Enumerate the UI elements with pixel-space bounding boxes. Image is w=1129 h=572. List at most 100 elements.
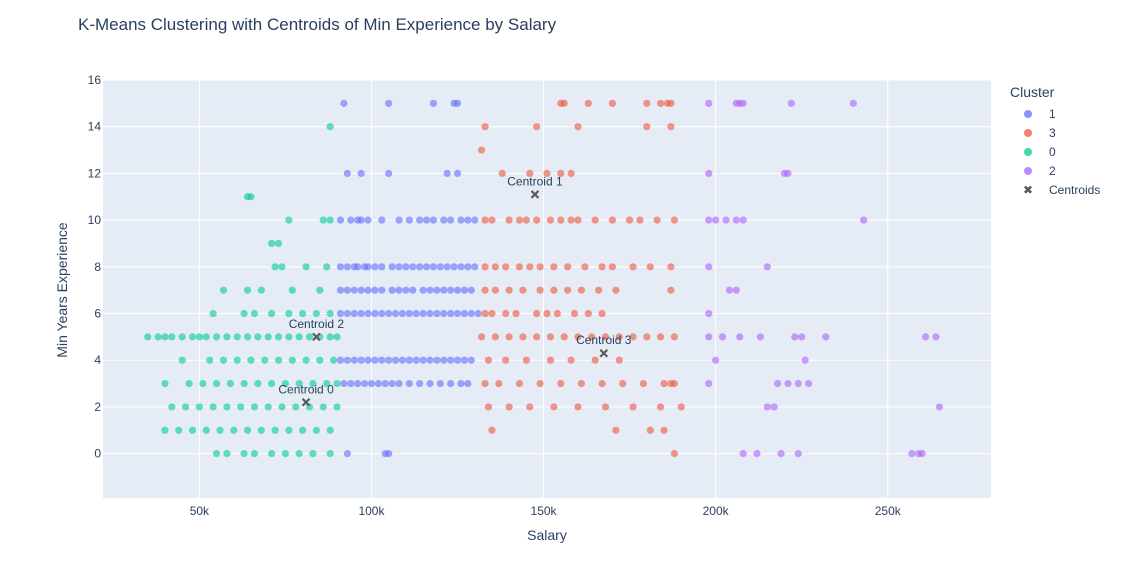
legend-item[interactable]: 3 [1020,123,1100,142]
data-point [354,379,362,388]
data-point [732,216,740,224]
data-point [402,286,410,294]
data-point [333,379,341,388]
data-point [268,309,276,318]
data-point [533,216,541,224]
data-point [212,450,221,458]
data-point [385,309,393,318]
centroid-marker: Centroid 2 [289,317,344,342]
data-point [388,263,396,271]
data-point [426,286,434,294]
legend-item[interactable]: 1 [1020,104,1100,123]
data-point [560,99,568,107]
data-point [323,379,331,388]
data-point [168,333,176,341]
data-point [364,309,372,318]
x-axis-label: Salary [527,527,567,543]
data-point [378,263,386,271]
data-point [636,216,644,224]
data-point [440,356,448,364]
data-point [223,450,231,458]
data-point [247,356,255,364]
data-point [195,333,203,341]
data-point [447,286,455,294]
centroid-marker: Centroid 0 [278,382,334,407]
data-point [357,356,365,364]
data-point [505,403,513,411]
data-point [405,216,413,224]
data-point [526,403,534,411]
data-point [299,426,307,434]
data-point [295,379,303,388]
data-point [429,263,438,271]
data-point [660,426,668,434]
data-point [505,333,513,341]
data-point [471,263,479,271]
data-point [288,356,296,364]
x-tick-label: 100k [358,504,385,518]
data-point [250,450,259,458]
dot-marker-icon [1020,128,1036,137]
data-point [798,333,806,341]
data-point [209,403,217,411]
data-point [378,216,386,224]
data-point [564,286,572,294]
data-point [615,356,623,364]
data-point [705,99,713,107]
data-point [481,379,489,388]
data-point [574,216,582,224]
data-point [488,426,496,434]
data-point [436,379,444,388]
data-point [550,286,558,294]
data-point [784,169,792,178]
data-point [481,216,489,224]
data-point [161,379,169,388]
legend-item[interactable]: ✖ Centroids [1020,180,1100,199]
x-axis-ticks: 50k 100k 150k 200k 250k [190,504,902,518]
data-point [360,379,369,388]
data-point [491,286,499,294]
series-cluster-1 [336,99,482,458]
data-point [336,309,345,318]
data-point [574,123,582,131]
data-point [416,216,424,224]
data-point [567,216,575,224]
y-tick-label: 8 [94,260,101,274]
data-point [188,333,197,341]
centroid-x-mark [301,397,311,407]
data-point [240,309,248,318]
data-point [398,309,407,318]
legend-item[interactable]: 0 [1020,142,1100,161]
data-point [774,379,782,388]
data-point [326,216,334,224]
data-point [216,426,224,434]
data-point [608,99,616,107]
legend-item[interactable]: 2 [1020,161,1100,180]
data-point [787,99,795,107]
data-point [557,379,565,388]
data-point [474,309,482,318]
data-point [481,263,489,271]
data-point [433,356,441,364]
centroid-markers: Centroid 0 Centroid 1 Centroid 2 Centroid 3 [278,174,632,407]
data-point [453,356,462,364]
x-tick-label: 150k [531,504,558,518]
data-point [598,263,606,271]
data-point [484,356,493,364]
data-point [536,286,544,294]
data-point [481,286,489,294]
data-point [278,263,286,271]
data-point [378,309,386,318]
data-point [670,333,678,341]
data-point [347,379,355,388]
data-point [447,309,455,318]
data-point [612,426,620,434]
data-point [292,403,300,411]
data-point [595,286,603,294]
data-point [202,426,210,434]
chart-title: K-Means Clustering with Centroids of Min… [78,15,557,34]
legend-label: Centroids [1049,182,1101,197]
legend-label: 1 [1049,106,1056,121]
x-tick-label: 50k [190,504,210,518]
data-point [209,309,217,318]
